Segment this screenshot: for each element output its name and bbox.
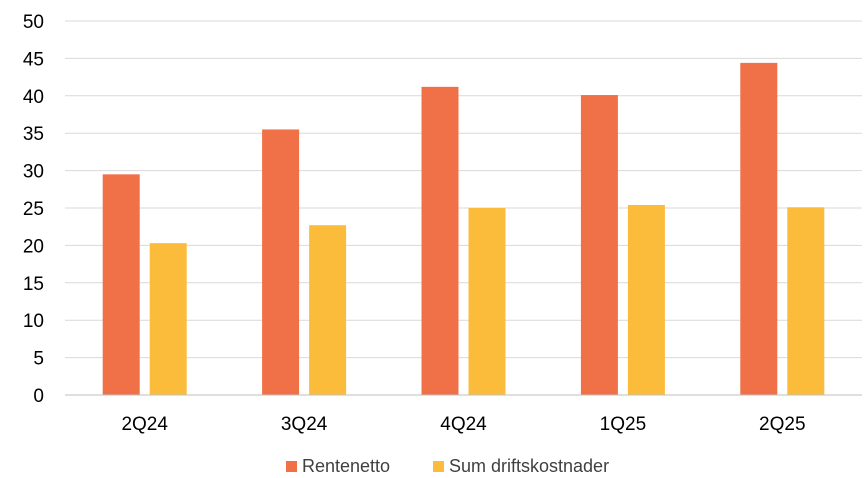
- y-tick-label: 20: [23, 236, 44, 257]
- bar-rentenetto-1q25: [580, 95, 618, 395]
- x-tick-label: 2Q24: [121, 414, 168, 435]
- y-tick-label: 0: [33, 386, 44, 407]
- y-tick-label: 50: [23, 12, 44, 33]
- y-tick-label: 10: [23, 311, 44, 332]
- bar-rentenetto-2q25: [740, 62, 778, 395]
- bar-rentenetto-4q24: [421, 86, 459, 395]
- bar-sum-driftskostnader-4q24: [468, 208, 506, 395]
- bar-rentenetto-2q24: [102, 174, 140, 395]
- x-tick-label: 2Q25: [759, 414, 805, 435]
- y-tick-label: 35: [23, 124, 44, 145]
- legend-swatch: [433, 461, 444, 472]
- legend-label: Rentenetto: [302, 456, 390, 476]
- bars: [102, 62, 825, 395]
- x-tick-label: 1Q25: [600, 414, 646, 435]
- bar-sum-driftskostnader-1q25: [627, 205, 665, 395]
- bar-sum-driftskostnader-3q24: [309, 225, 347, 395]
- y-tick-label: 15: [23, 274, 44, 295]
- y-tick-label: 30: [23, 162, 44, 183]
- bar-sum-driftskostnader-2q25: [787, 207, 825, 395]
- y-tick-label: 5: [33, 349, 44, 370]
- y-axis-tick-labels: 0 5 10 15 20 25 30 35 40 45 50: [23, 12, 44, 407]
- y-tick-label: 40: [23, 87, 44, 108]
- x-tick-label: 3Q24: [281, 414, 328, 435]
- bar-sum-driftskostnader-2q24: [149, 243, 187, 395]
- x-axis-tick-labels: 2Q24 3Q24 4Q24 1Q25 2Q25: [121, 414, 805, 435]
- legend-label: Sum driftskostnader: [449, 456, 609, 476]
- gridlines: [65, 20, 862, 359]
- y-tick-label: 45: [23, 49, 44, 70]
- legend: Rentenetto Sum driftskostnader: [286, 456, 609, 476]
- bar-rentenetto-3q24: [262, 129, 300, 395]
- legend-swatch: [286, 461, 297, 472]
- y-tick-label: 25: [23, 199, 44, 220]
- x-tick-label: 4Q24: [440, 414, 487, 435]
